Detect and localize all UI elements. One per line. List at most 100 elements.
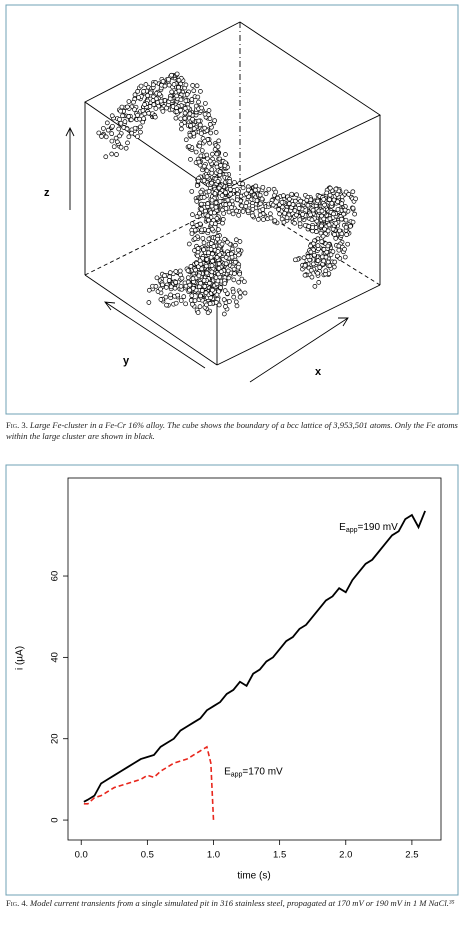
atom (206, 108, 212, 113)
atom (212, 191, 218, 196)
atom (323, 254, 329, 260)
atom (345, 241, 351, 247)
atom (223, 254, 229, 260)
atom (163, 285, 169, 290)
atom (222, 236, 227, 242)
atom (146, 300, 152, 305)
annotation: Eapp=170 mV (224, 766, 283, 778)
atom (197, 304, 203, 309)
atom (308, 243, 313, 249)
atom (197, 258, 203, 264)
atom (160, 79, 166, 84)
atom (243, 204, 249, 209)
annotation-part: E (224, 766, 231, 777)
atom (132, 92, 138, 98)
atom (335, 199, 341, 205)
atom (201, 240, 207, 246)
atom (250, 206, 256, 212)
atom (223, 304, 228, 309)
atom (221, 311, 227, 317)
atom (209, 197, 215, 203)
atom (208, 254, 214, 260)
y-tick-label: 20 (50, 733, 61, 744)
atom (234, 197, 240, 203)
atom (132, 125, 138, 131)
atom (196, 273, 202, 279)
atom (227, 299, 232, 304)
atom (181, 294, 187, 300)
atom (186, 143, 192, 149)
atom (292, 220, 297, 226)
x-arrow (249, 317, 349, 383)
atom (202, 284, 208, 289)
atom (176, 77, 182, 83)
atom (210, 151, 215, 157)
atom (137, 116, 142, 122)
atom (327, 216, 333, 222)
atom (225, 239, 230, 245)
atom (208, 130, 214, 136)
atom (256, 217, 261, 222)
atom (182, 110, 188, 116)
atom (189, 189, 195, 194)
atom (231, 294, 237, 300)
atom (219, 193, 225, 198)
z-label: z (44, 187, 50, 199)
atom (135, 112, 140, 118)
atom (135, 134, 140, 139)
atom (319, 208, 325, 214)
atom (205, 201, 211, 206)
atom (218, 285, 223, 291)
atom (336, 247, 342, 253)
atom (321, 197, 327, 202)
figure-frame (5, 464, 459, 896)
atom (253, 183, 259, 189)
atom (327, 263, 333, 269)
atom (162, 83, 168, 89)
atom (315, 243, 321, 249)
atom (209, 226, 215, 232)
atom (339, 201, 345, 206)
atom (326, 222, 332, 228)
atom (143, 82, 149, 87)
atom (279, 199, 285, 205)
atom (138, 83, 144, 89)
atom (216, 227, 221, 232)
atom (197, 210, 202, 216)
atom (208, 241, 214, 246)
atom (325, 243, 331, 249)
caption-4: Fig. 4. Model current transients from a … (6, 898, 458, 909)
atom (226, 275, 232, 281)
atom (208, 273, 214, 278)
atom (192, 298, 198, 303)
atom (339, 231, 345, 237)
atom (223, 190, 228, 196)
atom (321, 247, 327, 252)
atom (234, 208, 239, 214)
atom (131, 99, 136, 105)
atom (318, 230, 324, 236)
atom (203, 290, 209, 296)
atom (213, 130, 219, 135)
atom (293, 198, 298, 204)
atom (207, 116, 213, 121)
atom (350, 219, 356, 225)
atom (209, 221, 215, 226)
atom (315, 198, 321, 204)
atom (160, 282, 165, 288)
atom (292, 208, 298, 213)
atom (260, 207, 266, 212)
atom (319, 223, 324, 229)
atom (348, 223, 353, 229)
atom (126, 99, 132, 104)
atom (176, 88, 182, 94)
atom (327, 197, 332, 203)
atom (109, 138, 115, 144)
atom (302, 263, 308, 268)
x-tick-label: 1.0 (207, 850, 220, 861)
atom (204, 168, 210, 174)
atom (220, 207, 225, 213)
atom (118, 108, 123, 114)
atom (167, 274, 172, 280)
atom (198, 293, 203, 299)
